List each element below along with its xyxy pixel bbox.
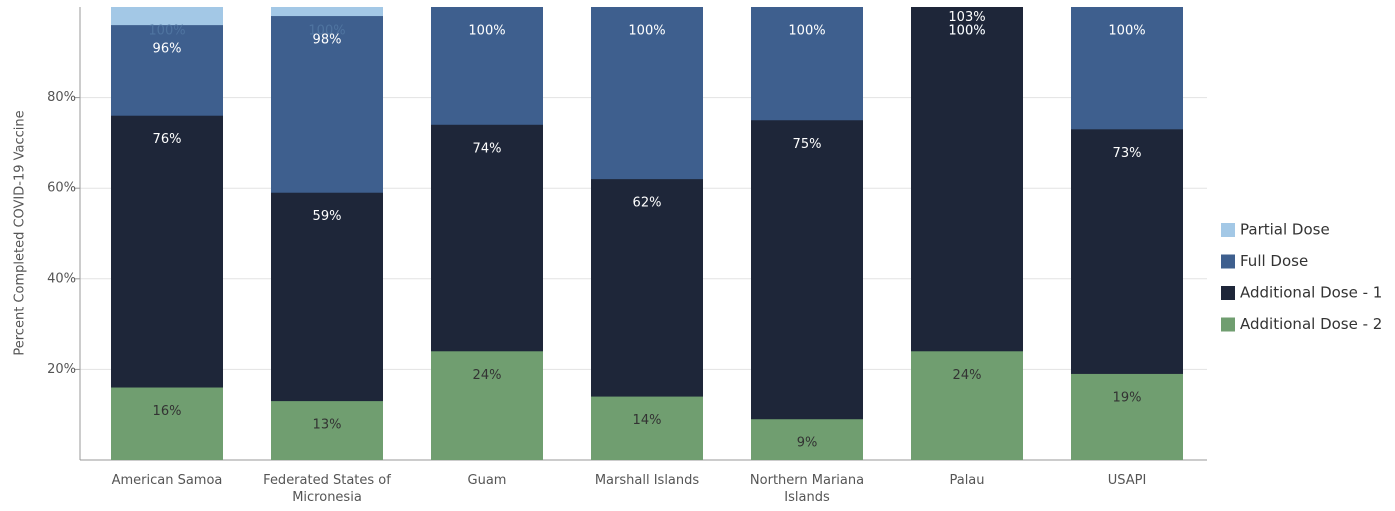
data-label: 103% (948, 10, 985, 25)
data-label: 100% (628, 24, 665, 39)
plot-area (111, 7, 1183, 460)
data-label: 100% (948, 24, 985, 39)
data-label: 16% (153, 404, 182, 419)
bar (1071, 373, 1183, 460)
data-label: 74% (473, 141, 502, 156)
legend-swatch (1221, 286, 1235, 300)
data-label: 100% (628, 24, 665, 39)
data-label: 100% (148, 24, 185, 39)
data-label: 100% (468, 24, 505, 39)
data-label: 100% (308, 24, 345, 39)
legend-label: Partial Dose (1240, 221, 1330, 239)
data-label: 100% (948, 24, 985, 39)
data-label: 100% (468, 24, 505, 39)
bar (591, 396, 703, 460)
bar (431, 351, 543, 460)
bar (111, 387, 223, 460)
x-tick-label: Guam (467, 473, 507, 488)
y-tick-label: 60% (47, 181, 76, 196)
data-label: 76% (153, 132, 182, 147)
x-tick-label: American Samoa (111, 473, 223, 488)
data-label: 14% (633, 413, 662, 428)
data-label: 98% (313, 33, 342, 48)
y-tick-label: 20% (47, 362, 76, 377)
data-label: 59% (313, 209, 342, 224)
data-label: 73% (1113, 146, 1142, 161)
data-label: 100% (788, 24, 825, 39)
data-label: 100% (1108, 24, 1145, 39)
legend-label: Additional Dose - 1 (1240, 284, 1382, 302)
data-label: 24% (473, 368, 502, 383)
legend-label: Full Dose (1240, 252, 1308, 270)
x-tick-label: Palau (949, 473, 985, 488)
data-label: 24% (953, 368, 982, 383)
legend-swatch (1221, 223, 1235, 237)
x-tick-label: Marshall Islands (594, 473, 700, 488)
legend-swatch (1221, 317, 1235, 332)
data-label: 96% (153, 42, 182, 57)
bar (751, 120, 863, 460)
y-axis-title: Percent Completed COVID-19 Vaccine (13, 110, 28, 355)
y-tick-label: 80% (47, 90, 76, 105)
x-tick-label: Federated States of Micronesia (263, 473, 391, 505)
x-tick-label: USAPI (1107, 473, 1147, 488)
legend-swatch (1221, 254, 1235, 269)
data-label: 75% (793, 137, 822, 152)
data-label: 9% (797, 436, 818, 451)
y-tick-label: 40% (47, 271, 76, 286)
bar (751, 419, 863, 460)
data-label: 100% (788, 24, 825, 39)
x-tick-label: Northern Mariana Islands (749, 473, 865, 505)
data-label: 19% (1113, 390, 1142, 405)
bar (911, 351, 1023, 460)
bar (271, 401, 383, 460)
data-label: 100% (1108, 24, 1145, 39)
legend-label: Additional Dose - 2 (1240, 315, 1382, 333)
data-label: 13% (313, 418, 342, 433)
data-label: 62% (633, 196, 662, 211)
